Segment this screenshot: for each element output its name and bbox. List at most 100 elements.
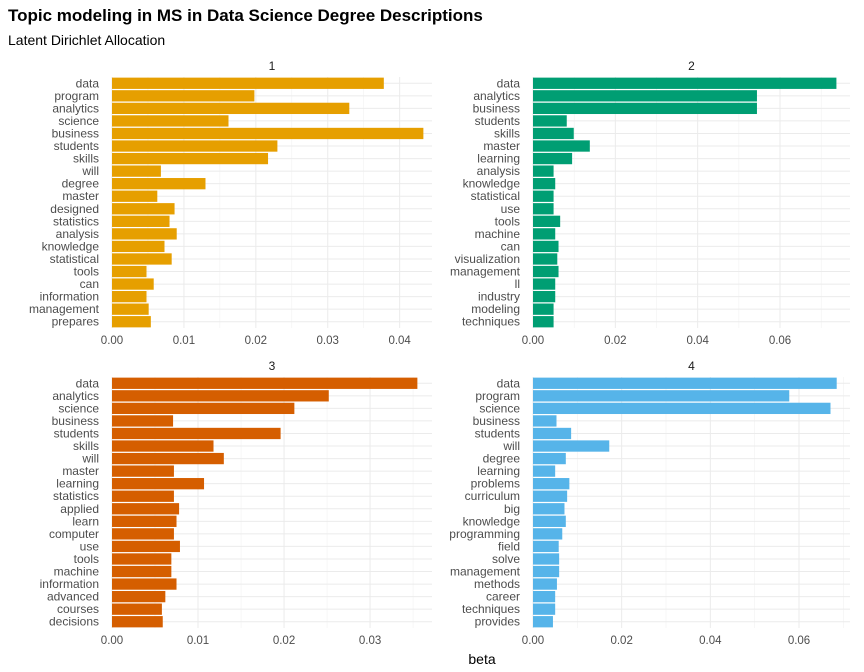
- bar-learning: [112, 478, 205, 490]
- category-label: tools: [495, 214, 520, 228]
- bar-solve: [533, 553, 560, 565]
- bar-provides: [533, 616, 553, 628]
- category-label: analytics: [52, 389, 99, 403]
- category-label: problems: [471, 477, 520, 491]
- category-label: master: [483, 139, 520, 153]
- bar-skills: [112, 152, 269, 165]
- category-label: students: [475, 426, 520, 440]
- category-label: use: [80, 539, 100, 553]
- category-label: degree: [483, 452, 521, 466]
- bar-knowledge: [533, 515, 566, 527]
- panel-1: 1 dataprogramanalyticssciencebusinessstud…: [29, 59, 432, 347]
- bar-students: [112, 140, 278, 152]
- category-label: analytics: [473, 89, 520, 103]
- bar-skills: [533, 127, 574, 140]
- bar-designed: [112, 203, 175, 215]
- chart-title: Topic modeling in MS in Data Science Deg…: [8, 6, 483, 25]
- category-label: solve: [492, 552, 520, 566]
- x-tick-label: 0.06: [788, 635, 810, 647]
- category-label: modeling: [471, 302, 520, 316]
- category-label: techniques: [462, 315, 520, 329]
- category-label: science: [58, 401, 99, 415]
- category-label: machine: [54, 565, 100, 579]
- category-label: designed: [50, 202, 99, 216]
- category-label: statistics: [53, 214, 99, 228]
- bar-big: [533, 503, 565, 515]
- category-label: program: [475, 389, 520, 403]
- bar-statistics: [112, 490, 174, 502]
- category-label: programming: [449, 527, 520, 541]
- panel-2: 2 dataanalyticsbusinessstudentsskillsmast…: [450, 59, 850, 347]
- bar-data: [112, 77, 384, 89]
- category-label: will: [81, 164, 99, 178]
- category-label: analysis: [56, 227, 99, 241]
- x-tick-label: 0.00: [522, 635, 544, 647]
- bar-will: [112, 452, 224, 465]
- panel-4: 4 dataprogramsciencebusinessstudentswilld…: [449, 359, 850, 647]
- bar-decisions: [112, 616, 163, 628]
- bar-data: [533, 77, 837, 89]
- category-label: tools: [74, 265, 99, 279]
- x-tick-label: 0.03: [359, 635, 381, 647]
- bar-master: [112, 190, 158, 202]
- category-label: information: [40, 577, 99, 591]
- chart-subtitle: Latent Dirichlet Allocation: [8, 32, 166, 48]
- category-label: management: [450, 265, 521, 279]
- bar-machine: [533, 228, 556, 240]
- panel-title: 1: [269, 59, 276, 73]
- category-label: prepares: [52, 315, 99, 329]
- x-tick-label: 0.02: [245, 335, 267, 347]
- category-label: data: [497, 376, 521, 390]
- category-label: will: [502, 439, 520, 453]
- x-tick-label: 0.02: [604, 335, 626, 347]
- category-label: skills: [73, 439, 99, 453]
- category-label: management: [29, 302, 100, 316]
- category-label: students: [475, 114, 520, 128]
- category-label: business: [473, 414, 520, 428]
- bar-visualization: [533, 253, 558, 265]
- x-tick-label: 0.00: [101, 335, 123, 347]
- bar-business: [112, 415, 174, 427]
- category-label: techniques: [462, 602, 520, 616]
- category-label: skills: [73, 152, 99, 166]
- category-label: learning: [56, 477, 99, 491]
- bar-knowledge: [112, 240, 165, 253]
- category-label: visualization: [455, 252, 520, 266]
- category-label: management: [450, 565, 521, 579]
- category-label: business: [473, 101, 520, 115]
- x-tick-label: 0.02: [610, 635, 632, 647]
- bar-master: [533, 140, 590, 152]
- bar-students: [533, 115, 567, 127]
- category-label: science: [58, 114, 99, 128]
- bar-degree: [533, 452, 566, 465]
- bar-analysis: [112, 228, 177, 240]
- category-label: can: [80, 277, 99, 291]
- category-label: knowledge: [463, 177, 521, 191]
- bar-can: [533, 240, 559, 253]
- bar-analytics: [112, 390, 329, 402]
- bar-analytics: [112, 102, 350, 115]
- bar-methods: [533, 578, 557, 590]
- bar-business: [533, 415, 557, 427]
- bar-curriculum: [533, 490, 568, 502]
- bar-program: [533, 390, 790, 402]
- bar-statistical: [533, 190, 554, 202]
- x-tick-label: 0.04: [686, 335, 709, 347]
- bar-techniques: [533, 316, 554, 328]
- category-label: data: [497, 76, 521, 90]
- category-label: statistics: [53, 489, 99, 503]
- bar-industry: [533, 290, 556, 303]
- bar-learning: [533, 465, 556, 477]
- bar-management: [533, 265, 559, 278]
- x-tick-label: 0.04: [699, 635, 722, 647]
- x-tick-label: 0.02: [273, 635, 295, 647]
- x-tick-label: 0.04: [388, 335, 411, 347]
- category-label: will: [81, 452, 99, 466]
- bar-will: [112, 165, 161, 177]
- category-label: science: [479, 401, 520, 415]
- panel-3: 3 dataanalyticssciencebusinessstudentsski…: [40, 359, 432, 647]
- bar-students: [112, 427, 281, 440]
- panel-title: 2: [688, 59, 695, 73]
- category-label: decisions: [49, 615, 99, 629]
- bar-business: [112, 127, 424, 140]
